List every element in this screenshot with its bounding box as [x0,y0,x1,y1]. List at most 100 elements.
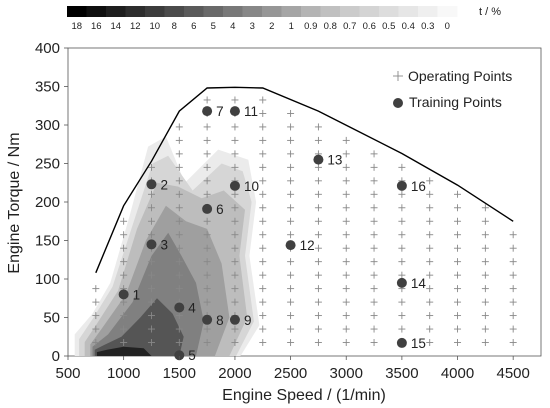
operating-point [259,298,267,306]
training-point [229,106,240,117]
operating-point [120,271,128,279]
operating-point [231,244,239,252]
operating-point [426,271,434,279]
operating-point [147,298,155,306]
y-axis-title: Engine Torque / Nm [6,132,23,273]
operating-point [231,325,239,333]
operating-point [426,204,434,212]
training-point [285,240,296,251]
colorbar-label: 2 [269,21,274,32]
operating-point [120,298,128,306]
colorbar-swatch [145,6,165,17]
operating-point [370,150,378,158]
training-point-label: 13 [327,153,342,168]
operating-point [398,163,406,171]
colorbar-label: 1 [289,21,294,32]
operating-point [287,325,295,333]
operating-point [342,285,350,293]
operating-point [259,163,267,171]
colorbar: 18 16 14 12 10 8 6 5 4 3 2 1 0.9 0.8 0.7 0.6 0.5 0.4 0.3 0 … [67,6,501,32]
operating-point [342,312,350,320]
colorbar-label: 3 [250,21,255,32]
operating-point [314,271,322,279]
colorbar-swatch [418,6,438,17]
colorbar-swatch [359,6,380,17]
operating-point [314,177,322,185]
operating-point [175,325,183,333]
training-point-label: 8 [216,313,224,328]
operating-point [314,204,322,212]
y-tick-label: 250 [35,156,60,173]
operating-point [370,298,378,306]
operating-point [287,312,295,320]
y-tick-label: 400 [35,40,60,57]
operating-point [481,325,489,333]
operating-point [259,325,267,333]
operating-point [342,150,350,158]
x-tick-label: 4500 [496,365,529,382]
operating-point [203,258,211,266]
colorbar-swatch [125,6,146,17]
operating-point [314,190,322,198]
training-point [202,106,213,117]
operating-point [259,204,267,212]
operating-point [370,312,378,320]
training-point-label: 14 [411,276,427,291]
operating-point [342,258,350,266]
training-point-label: 16 [411,179,426,194]
operating-point [342,217,350,225]
operating-point [147,339,155,347]
colorbar-swatch [242,6,263,17]
colorbar-label: 0 [445,21,450,32]
operating-point [287,190,295,198]
operating-point [175,177,183,185]
operating-point [398,244,406,252]
operating-point [454,258,462,266]
operating-point [120,244,128,252]
operating-point [259,150,267,158]
operating-point [454,285,462,293]
operating-point [259,217,267,225]
operating-point [509,339,517,347]
operating-point [287,258,295,266]
operating-point [454,298,462,306]
operating-point [370,163,378,171]
operating-point [92,312,100,320]
operating-point [370,231,378,239]
operating-point [175,231,183,239]
operating-point [509,312,517,320]
training-point [174,350,185,361]
operating-point [175,123,183,131]
operating-point [398,298,406,306]
operating-point [231,298,239,306]
colorbar-swatch [164,6,185,17]
operating-point [287,271,295,279]
operating-point [481,312,489,320]
x-tick-label: 3000 [330,365,363,382]
operating-point [203,244,211,252]
operating-point [509,244,517,252]
operating-point [259,123,267,131]
colorbar-label: 12 [130,21,141,32]
operating-point [342,163,350,171]
operating-point [398,190,406,198]
contour-region [94,298,184,356]
training-point [174,302,185,313]
operating-point [314,285,322,293]
operating-point [175,312,183,320]
training-point [313,154,324,165]
colorbar-label: 8 [172,21,177,32]
x-tick-label: 1500 [163,365,196,382]
operating-point [175,339,183,347]
operating-point [259,109,267,117]
operating-point [342,339,350,347]
legend-label-operating-points: Operating Points [408,68,512,84]
operating-point [175,244,183,252]
operating-point [120,258,128,266]
operating-point [426,312,434,320]
training-point-label: 2 [160,177,168,192]
colorbar-label: 0.8 [324,21,337,32]
operating-point [370,204,378,212]
training-point-label: 7 [216,104,224,119]
